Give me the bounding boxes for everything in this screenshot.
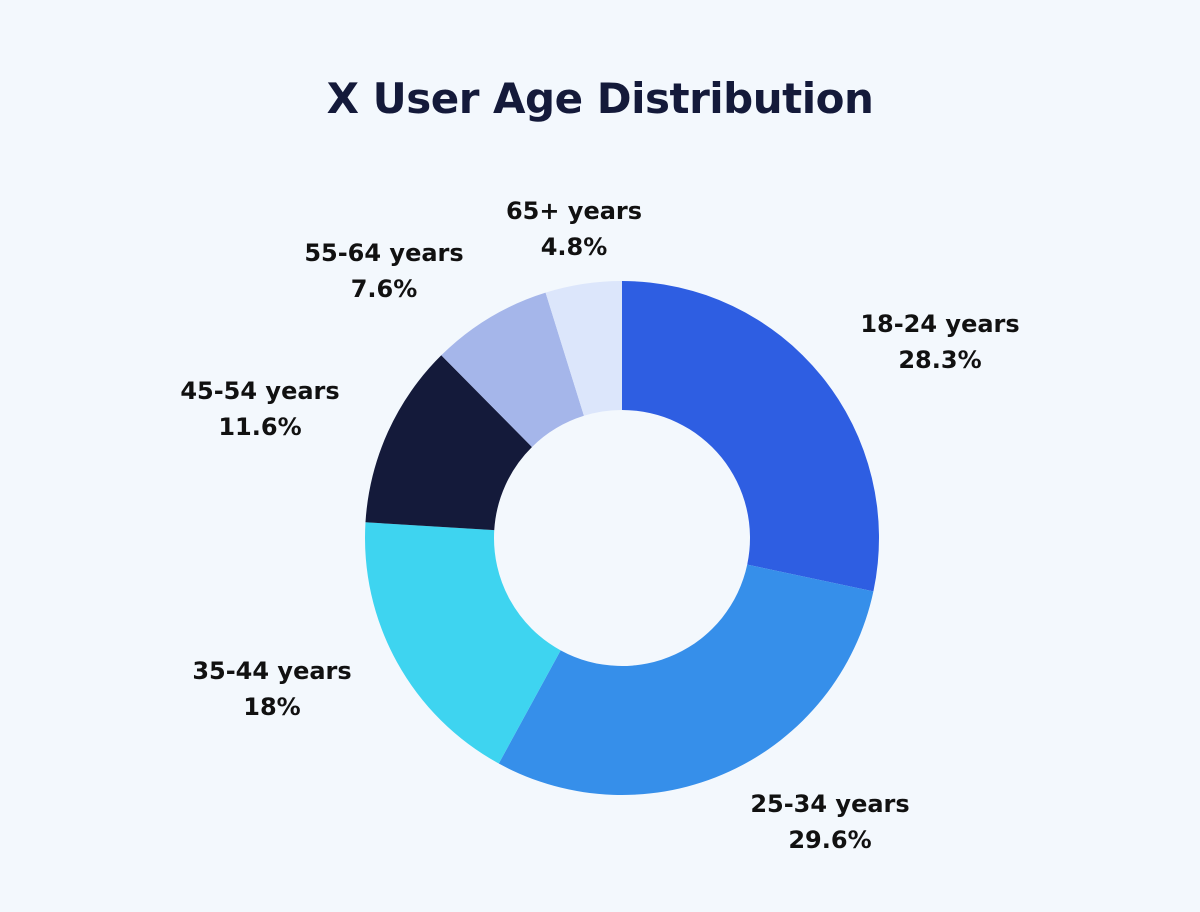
slice-category-label: 55-64 years [304, 239, 463, 267]
slice-category-label: 35-44 years [192, 657, 351, 685]
slice-value-label: 11.6% [218, 413, 301, 441]
slice-category-label: 18-24 years [860, 310, 1019, 338]
slice-value-label: 29.6% [788, 826, 871, 854]
donut-slice-45-54-years [365, 355, 532, 531]
slice-value-label: 4.8% [541, 233, 608, 261]
slice-value-label: 28.3% [898, 346, 981, 374]
donut-slice-25-34-years [498, 564, 874, 795]
donut-slice-18-24-years [622, 281, 879, 592]
slice-category-label: 45-54 years [180, 377, 339, 405]
slices-group [365, 281, 879, 795]
slice-category-label: 65+ years [506, 197, 642, 225]
slice-value-label: 7.6% [351, 275, 418, 303]
donut-slice-65-years [545, 281, 622, 416]
chart-title: X User Age Distribution [326, 74, 874, 123]
labels-group: 18-24 years 28.3% 25-34 years 29.6% 35-44 ye… [180, 197, 1019, 854]
slice-category-label: 25-34 years [750, 790, 909, 818]
donut-slice-55-64-years [441, 292, 584, 447]
slice-value-label: 18% [243, 693, 300, 721]
donut-slice-35-44-years [365, 522, 561, 764]
